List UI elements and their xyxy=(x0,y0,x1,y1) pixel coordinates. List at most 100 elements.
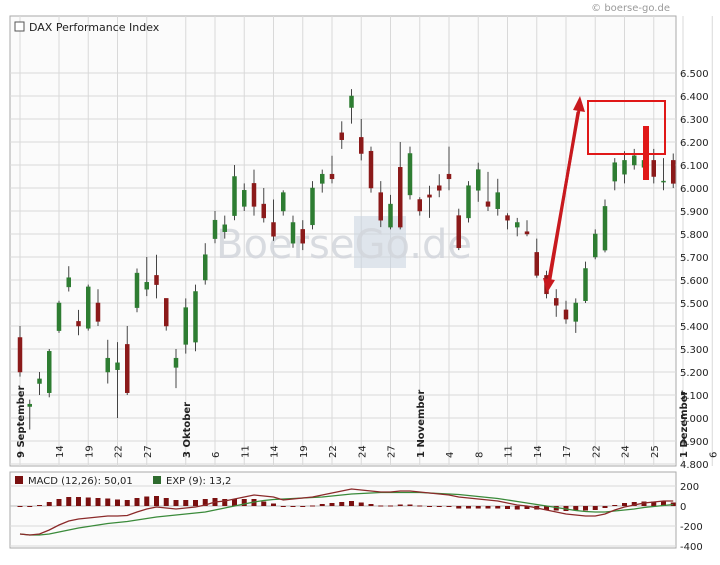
candle-body xyxy=(125,344,130,393)
macd-histogram-bar xyxy=(641,501,647,506)
y-tick-label: 6.500 xyxy=(680,69,709,80)
x-tick-label: 1 November xyxy=(416,390,427,458)
x-tick-label: 4 xyxy=(445,452,456,458)
macd-histogram-bar xyxy=(622,503,627,506)
candle-body xyxy=(154,275,159,285)
legend-exp: EXP (9): 13,2 xyxy=(166,476,231,487)
macd-histogram-bar xyxy=(241,499,247,506)
y-tick-label: 5.000 xyxy=(680,414,709,425)
candle-body xyxy=(349,95,354,108)
candle-body xyxy=(56,302,62,331)
x-tick-label: 27 xyxy=(387,445,398,458)
candle-body xyxy=(290,222,296,244)
x-tick-label: 11 xyxy=(240,445,251,458)
y-tick-label: 6.100 xyxy=(680,161,709,172)
x-tick-label: 11 xyxy=(504,445,515,458)
candle-body xyxy=(495,192,500,209)
candle-body xyxy=(134,272,140,308)
candle-body xyxy=(505,215,510,221)
y-tick-label: 5.900 xyxy=(680,207,709,218)
macd-histogram-bar xyxy=(95,498,101,506)
candle-body xyxy=(320,173,325,184)
macd-histogram-bar xyxy=(368,504,374,506)
y-tick-label: 5.700 xyxy=(680,253,709,264)
candle-body xyxy=(632,155,637,166)
macd-histogram-bar xyxy=(553,506,559,511)
macd-line xyxy=(19,488,674,536)
x-tick-label: 17 xyxy=(562,445,573,458)
macd-histogram-bar xyxy=(661,501,666,506)
macd-histogram-bar xyxy=(505,506,510,509)
candle-body xyxy=(300,229,305,244)
watermark-block xyxy=(354,216,406,268)
macd-histogram-bar xyxy=(163,498,169,506)
macd-histogram-bar xyxy=(280,506,286,507)
macd-histogram-bar xyxy=(329,503,335,506)
candle-body xyxy=(378,192,383,221)
macd-histogram-bar xyxy=(456,506,462,509)
candle-body xyxy=(427,194,432,198)
x-tick-label: 22 xyxy=(114,445,125,458)
candle-body xyxy=(485,201,491,207)
candle-body xyxy=(602,206,608,251)
macd-histogram-bar xyxy=(378,505,384,507)
macd-histogram-bar xyxy=(193,500,198,506)
candle-body xyxy=(622,160,627,175)
candle-body xyxy=(368,150,374,189)
macd-histogram-bar xyxy=(592,506,598,510)
chart-title: DAX Performance Index xyxy=(29,21,160,34)
candle-body xyxy=(534,252,539,276)
macd-histogram-bar xyxy=(46,502,52,506)
macd-histogram-bar xyxy=(261,501,267,506)
candle-body xyxy=(612,162,617,182)
macd-histogram-bar xyxy=(37,505,42,506)
macd-series xyxy=(17,488,676,536)
macd-histogram-bar xyxy=(612,505,618,506)
macd-histogram-bar xyxy=(124,500,130,506)
candle-body xyxy=(86,286,91,329)
macd-histogram-bar xyxy=(300,506,306,507)
candle-body xyxy=(66,277,71,288)
candle-body xyxy=(242,190,247,207)
y-tick-label: 6.000 xyxy=(680,184,709,195)
annotations xyxy=(543,96,666,293)
candle-body xyxy=(47,351,52,393)
x-tick-label: 19 xyxy=(84,445,95,458)
macd-histogram-bar xyxy=(514,506,520,510)
y-tick-label: 4.800 xyxy=(680,460,709,471)
macd-histogram-bar xyxy=(544,506,549,510)
candle-body xyxy=(446,173,452,180)
annotation-arrowhead-down xyxy=(543,278,555,293)
candle-body xyxy=(417,199,422,212)
y-tick-label: 5.600 xyxy=(680,276,709,287)
price-axis: 4.800 4.900 5.000 5.100 5.200 5.300 5.400 5.500… xyxy=(680,69,709,471)
candle-body xyxy=(37,378,42,384)
y-tick-label: 6.200 xyxy=(680,138,709,149)
macd-histogram-bar xyxy=(85,497,91,506)
candle-body xyxy=(310,187,315,226)
x-tick-label: 6 xyxy=(708,452,719,458)
macd-tick-label: 0 xyxy=(680,502,686,513)
x-tick-label: 27 xyxy=(143,445,154,458)
macd-histogram-bar xyxy=(583,506,588,511)
macd-histogram-bar xyxy=(17,506,23,507)
macd-histogram-bar xyxy=(397,504,403,506)
candle-body xyxy=(251,183,257,207)
macd-axis: 200 0 -200 -400 xyxy=(680,482,703,553)
x-tick-label: 6 xyxy=(211,452,222,458)
macd-histogram-bar xyxy=(232,499,237,506)
candle-body xyxy=(661,180,666,183)
macd-histogram-bar xyxy=(319,504,325,506)
macd-histogram-bar xyxy=(66,497,72,506)
macd-tick-label: 200 xyxy=(680,482,699,493)
macd-histogram-bar xyxy=(358,502,364,506)
legend-swatch-macd xyxy=(15,476,23,484)
x-tick-label: 14 xyxy=(533,445,544,458)
x-tick-label: 22 xyxy=(591,445,602,458)
candle-body xyxy=(27,403,32,407)
macd-histogram-bar xyxy=(105,498,111,506)
candle-body xyxy=(232,176,237,216)
x-tick-label: 9 September xyxy=(16,385,27,458)
candle-body xyxy=(524,231,530,235)
